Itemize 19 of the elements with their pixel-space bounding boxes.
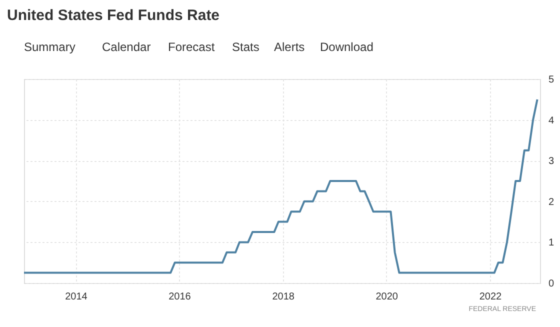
x-tick-label: 2020: [376, 292, 398, 302]
y-tick-label: 5: [548, 74, 554, 86]
x-tick-label: 2016: [168, 292, 192, 302]
y-tick-label: 4: [548, 115, 554, 126]
chart-title: United States Fed Funds Rate: [7, 7, 220, 24]
y-tick-label: 0: [548, 278, 554, 290]
y-tick-label: 1: [548, 238, 554, 249]
line-series: [24, 98, 538, 274]
text: Alerts: [274, 40, 305, 54]
text: Forecast: [168, 40, 216, 54]
text: Stats: [232, 40, 260, 54]
x-tick-label: 2014: [65, 292, 88, 302]
x-tick-label: 2018: [272, 292, 295, 302]
text: Summary: [24, 40, 76, 54]
y-tick-label: 2: [548, 196, 554, 208]
text: Download: [320, 40, 374, 54]
y-tick-label: 3: [548, 156, 554, 168]
text: Calendar: [102, 40, 151, 54]
x-tick-label: 2022: [479, 292, 502, 302]
